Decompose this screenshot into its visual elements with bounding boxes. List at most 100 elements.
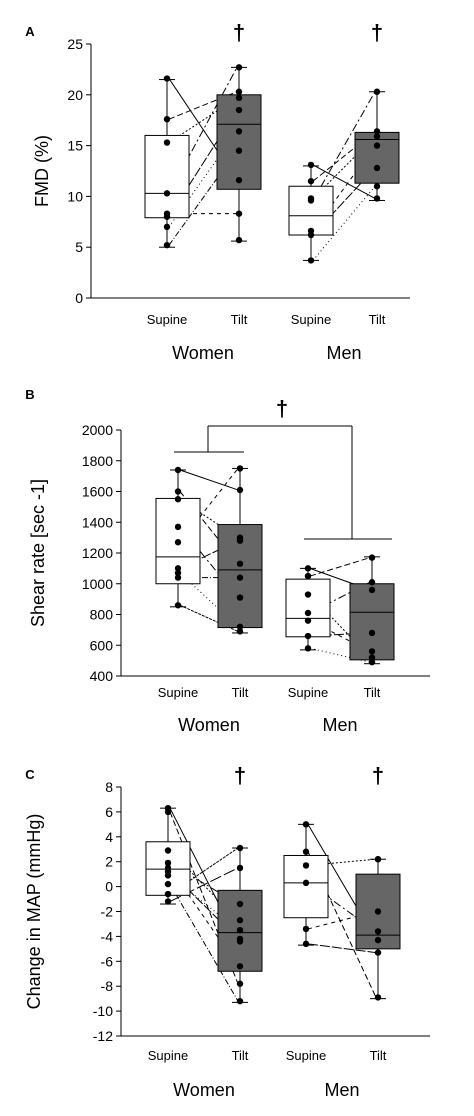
data-point <box>236 465 244 472</box>
data-point <box>373 88 381 95</box>
data-point <box>235 94 243 102</box>
condition-label: Tilt <box>364 685 381 700</box>
data-point <box>235 236 243 244</box>
panel-letter: A <box>25 24 35 39</box>
data-point <box>164 808 172 816</box>
y-tick-label: 20 <box>67 87 83 103</box>
data-point <box>373 183 381 190</box>
y-tick-label: 1400 <box>82 514 113 530</box>
condition-label: Supine <box>147 312 187 327</box>
condition-label: Tilt <box>370 1048 387 1063</box>
data-point <box>307 161 315 169</box>
data-point <box>236 926 244 934</box>
data-point <box>374 994 382 1001</box>
y-tick-label: 1200 <box>82 545 113 561</box>
data-point <box>304 632 312 640</box>
data-point <box>373 164 381 172</box>
data-point <box>174 488 182 495</box>
y-axis-label: Shear rate [sec -1] <box>28 479 48 627</box>
data-point <box>374 928 382 935</box>
data-point <box>163 190 171 197</box>
y-tick-label: 2000 <box>82 422 113 438</box>
y-tick-label: 10 <box>67 188 83 204</box>
data-point <box>368 654 376 661</box>
data-point <box>164 847 172 854</box>
data-point <box>236 997 244 1005</box>
data-point <box>236 938 244 945</box>
data-point <box>236 917 244 924</box>
data-point <box>174 466 182 474</box>
box <box>288 185 334 236</box>
data-point <box>368 554 376 561</box>
data-point <box>373 142 381 149</box>
group-label: Men <box>326 343 361 363</box>
pair-line <box>179 469 239 491</box>
pair-line <box>312 164 376 199</box>
y-tick-label: 8 <box>105 779 113 795</box>
pair-line <box>307 943 377 954</box>
data-point <box>307 177 315 185</box>
data-point <box>174 574 182 581</box>
panel-letter: C <box>25 767 35 782</box>
condition-label: Tilt <box>232 1048 249 1063</box>
data-point <box>235 106 243 114</box>
panel-b <box>116 425 430 677</box>
data-point <box>374 908 382 915</box>
pair-line <box>169 867 239 902</box>
data-point <box>236 537 244 544</box>
y-tick-label: 0 <box>105 879 113 895</box>
data-point <box>236 900 244 908</box>
data-point <box>368 579 376 586</box>
y-tick-label: -4 <box>101 928 114 944</box>
data-point <box>304 617 312 624</box>
data-point <box>163 241 171 249</box>
box <box>216 94 262 190</box>
data-point <box>304 572 312 580</box>
pair-line <box>307 858 377 866</box>
data-point <box>236 963 244 970</box>
condition-label: Supine <box>286 1048 326 1063</box>
data-point <box>236 486 244 494</box>
y-tick-label: 0 <box>75 290 83 306</box>
data-point <box>302 862 310 869</box>
data-point <box>307 257 315 264</box>
data-point <box>302 940 310 948</box>
data-point <box>368 629 376 637</box>
box <box>144 134 190 219</box>
data-point <box>302 821 310 828</box>
data-point <box>304 645 312 652</box>
data-point <box>163 139 171 146</box>
group-label: Men <box>322 715 357 735</box>
pair-line <box>168 91 238 120</box>
group-label: Women <box>173 1080 235 1100</box>
data-point <box>235 147 243 154</box>
significance-marker: † <box>371 20 383 45</box>
data-point <box>368 658 376 666</box>
data-point <box>174 495 182 503</box>
data-point <box>304 591 312 598</box>
condition-label: Supine <box>288 685 328 700</box>
data-point <box>163 115 171 123</box>
box <box>354 131 400 184</box>
data-point <box>368 648 376 655</box>
data-point <box>163 223 171 231</box>
data-point <box>235 88 243 95</box>
data-point <box>374 949 382 956</box>
data-point <box>163 75 171 82</box>
data-point <box>235 64 243 71</box>
data-point <box>236 560 244 567</box>
data-point <box>373 128 381 135</box>
y-axis-label: FMD (%) <box>32 135 52 207</box>
y-tick-label: -6 <box>101 953 114 969</box>
condition-label: Tilt <box>369 312 386 327</box>
data-point <box>304 609 312 617</box>
data-point <box>236 980 244 987</box>
y-tick-label: -8 <box>101 978 114 994</box>
data-point <box>307 231 315 239</box>
condition-label: Supine <box>148 1048 188 1063</box>
data-point <box>374 936 382 944</box>
data-point <box>373 133 381 140</box>
y-tick-label: 6 <box>105 804 113 820</box>
data-point <box>302 848 310 855</box>
box <box>285 578 331 638</box>
